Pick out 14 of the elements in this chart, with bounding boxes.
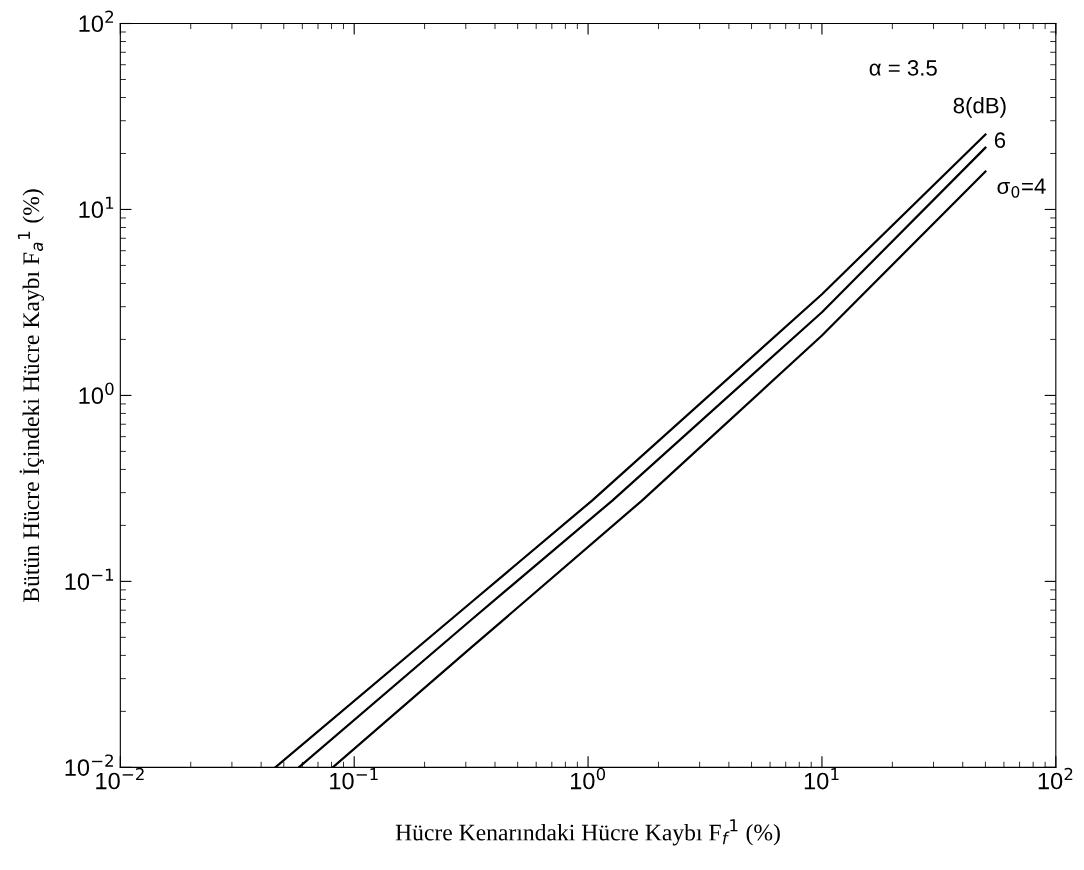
y-tick-label: 10$^{1}$ xyxy=(79,196,114,219)
x-tick-label: 10$^{−1}$ xyxy=(330,768,378,790)
y-tick-label: 10$^{−1}$ xyxy=(65,568,114,590)
legend-label: 8(dB) xyxy=(953,97,1006,118)
y-tick-label: 10$^{0}$ xyxy=(79,382,114,405)
legend-label: 6 xyxy=(994,132,1006,149)
series-label: σ$_{0}$=4 xyxy=(997,178,1046,198)
annotation: α = 3.5 xyxy=(869,60,937,76)
x-axis-title: Hücre Kenarındaki Hücre Kaybı F$_{f}$$^{1}$ (%) xyxy=(395,819,780,846)
y-axis-title: Bütün Hücre İçindeki Hücre Kaybı F$_{a}$$^{1}$ (%) xyxy=(17,189,45,603)
x-tick-label: 10$^{0}$ xyxy=(570,767,606,790)
x-tick-label: 10$^{2}$ xyxy=(1038,767,1073,790)
y-tick-label: 10$^{2}$ xyxy=(79,10,114,33)
x-tick-label: 10$^{1}$ xyxy=(804,768,839,790)
